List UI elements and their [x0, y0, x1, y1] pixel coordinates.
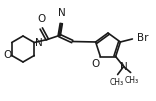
- Text: O: O: [37, 15, 45, 25]
- Text: N: N: [58, 8, 66, 18]
- Text: O: O: [3, 50, 11, 60]
- Text: N: N: [35, 37, 42, 47]
- Text: CH₃: CH₃: [125, 76, 139, 85]
- Text: Br: Br: [137, 33, 149, 43]
- Text: O: O: [91, 58, 99, 68]
- Text: CH₃: CH₃: [110, 77, 124, 87]
- Text: N: N: [120, 62, 127, 72]
